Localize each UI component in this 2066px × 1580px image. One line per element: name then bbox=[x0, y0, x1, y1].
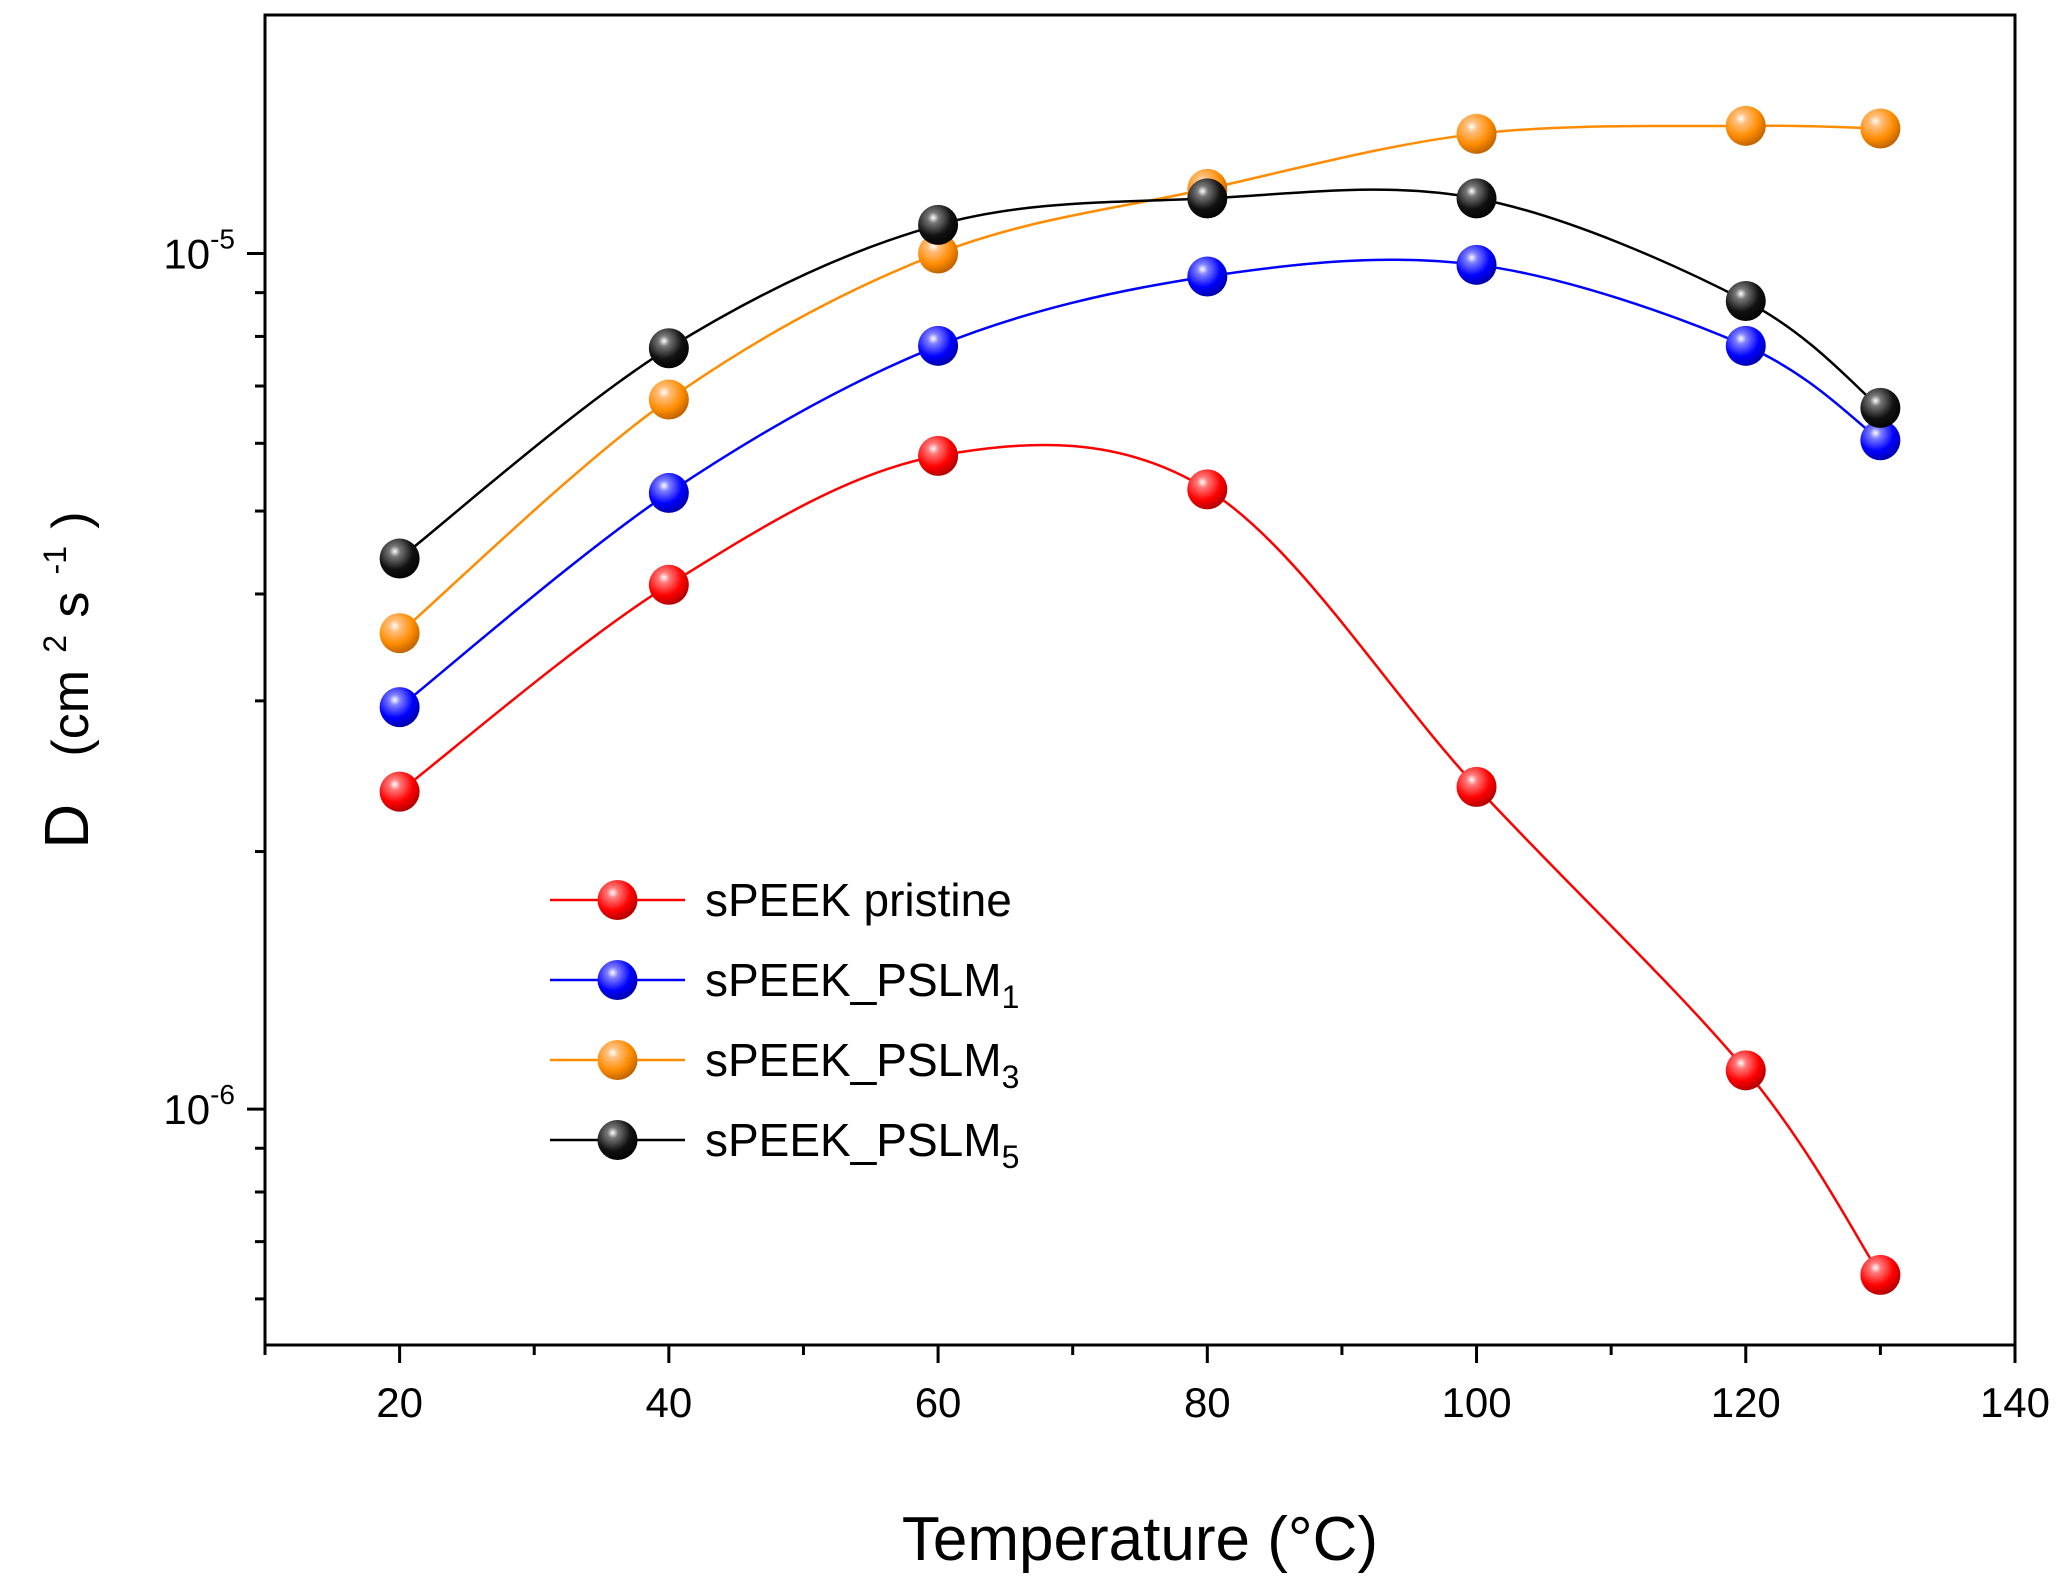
legend: sPEEK pristinesPEEK_PSLM1sPEEK_PSLM3sPEE… bbox=[550, 874, 1019, 1175]
data-point bbox=[1456, 766, 1497, 807]
x-tick-label: 20 bbox=[376, 1379, 423, 1426]
svg-text:D (cm 2 s: D (cm 2 s -1 ) bbox=[11, 511, 102, 848]
legend-label-name: sPEEK_PSLM bbox=[705, 954, 1002, 1006]
data-point bbox=[1456, 178, 1497, 219]
y-axis-title-unit-mid: s bbox=[42, 592, 100, 618]
legend-marker bbox=[597, 960, 638, 1000]
data-point bbox=[1725, 105, 1766, 146]
data-point bbox=[1860, 1254, 1901, 1295]
y-axis-title-unit-exp2: -1 bbox=[37, 546, 73, 574]
data-point bbox=[1725, 1050, 1766, 1091]
series-markers bbox=[379, 105, 1901, 1295]
legend-marker bbox=[597, 880, 638, 920]
y-tick-label-base: 10 bbox=[163, 1086, 210, 1133]
y-tick-label: 10-5 bbox=[163, 223, 235, 277]
data-point bbox=[1187, 469, 1228, 510]
data-point bbox=[379, 538, 420, 579]
x-axis-ticks: 20 40 60 80 100 120 140 bbox=[263, 1345, 2050, 1426]
series-line bbox=[398, 258, 1882, 709]
legend-label: sPEEK_PSLM1 bbox=[705, 954, 1019, 1015]
y-axis-ticks: 10-510-6 bbox=[163, 223, 265, 1301]
data-point bbox=[1456, 113, 1497, 154]
legend-label-subscript: 5 bbox=[1002, 1139, 1020, 1175]
series-line bbox=[398, 124, 1881, 635]
y-tick-label-base: 10 bbox=[163, 230, 210, 277]
data-point bbox=[379, 771, 420, 812]
series-line bbox=[398, 188, 1882, 560]
y-axis-title: D (cm 2 s -1 ) bbox=[11, 511, 102, 848]
y-axis-title-unit-prefix: (cm bbox=[42, 670, 100, 757]
data-point bbox=[918, 233, 959, 274]
data-point bbox=[1725, 280, 1766, 321]
data-point bbox=[379, 613, 420, 654]
legend-label-name: sPEEK_PSLM bbox=[705, 1034, 1002, 1086]
legend-label-name: sPEEK_PSLM bbox=[705, 1114, 1002, 1166]
data-point bbox=[1187, 256, 1228, 297]
data-point bbox=[1860, 387, 1901, 428]
legend-label: sPEEK pristine bbox=[705, 874, 1012, 926]
legend-label: sPEEK_PSLM3 bbox=[705, 1034, 1019, 1095]
legend-marker bbox=[597, 1120, 638, 1160]
data-point bbox=[1725, 325, 1766, 366]
data-point bbox=[1860, 420, 1901, 461]
data-point bbox=[648, 379, 689, 420]
x-axis-title: Temperature (°C) bbox=[902, 1505, 1378, 1574]
data-point bbox=[918, 325, 959, 366]
data-point bbox=[918, 435, 959, 476]
y-tick-label: 10-6 bbox=[163, 1079, 235, 1133]
x-tick-label: 120 bbox=[1711, 1379, 1781, 1426]
y-tick-label-exponent: -6 bbox=[210, 1079, 235, 1110]
data-point bbox=[648, 328, 689, 369]
y-axis-title-symbol: D bbox=[33, 804, 102, 849]
series-curves bbox=[398, 124, 1882, 1276]
legend-label-subscript: 1 bbox=[1002, 979, 1020, 1015]
legend-label-subscript: 3 bbox=[1002, 1059, 1020, 1095]
x-tick-label: 60 bbox=[915, 1379, 962, 1426]
data-point bbox=[648, 472, 689, 513]
data-point bbox=[918, 204, 959, 245]
data-point bbox=[1860, 108, 1901, 149]
legend-marker bbox=[597, 1040, 638, 1080]
x-tick-label: 100 bbox=[1441, 1379, 1511, 1426]
data-point bbox=[1187, 178, 1228, 219]
data-point bbox=[648, 564, 689, 605]
x-tick-label: 140 bbox=[1980, 1379, 2050, 1426]
data-point bbox=[1456, 244, 1497, 285]
y-axis-title-unit-suffix: ) bbox=[42, 511, 100, 528]
legend-label: sPEEK_PSLM5 bbox=[705, 1114, 1019, 1175]
y-axis-title-unit-exp1: 2 bbox=[37, 635, 73, 653]
legend-label-name: sPEEK pristine bbox=[705, 874, 1012, 926]
plot-area-frame bbox=[263, 13, 2017, 1347]
x-tick-label: 80 bbox=[1184, 1379, 1231, 1426]
y-tick-label-exponent: -5 bbox=[210, 223, 235, 254]
data-point bbox=[379, 687, 420, 728]
x-tick-label: 40 bbox=[645, 1379, 692, 1426]
